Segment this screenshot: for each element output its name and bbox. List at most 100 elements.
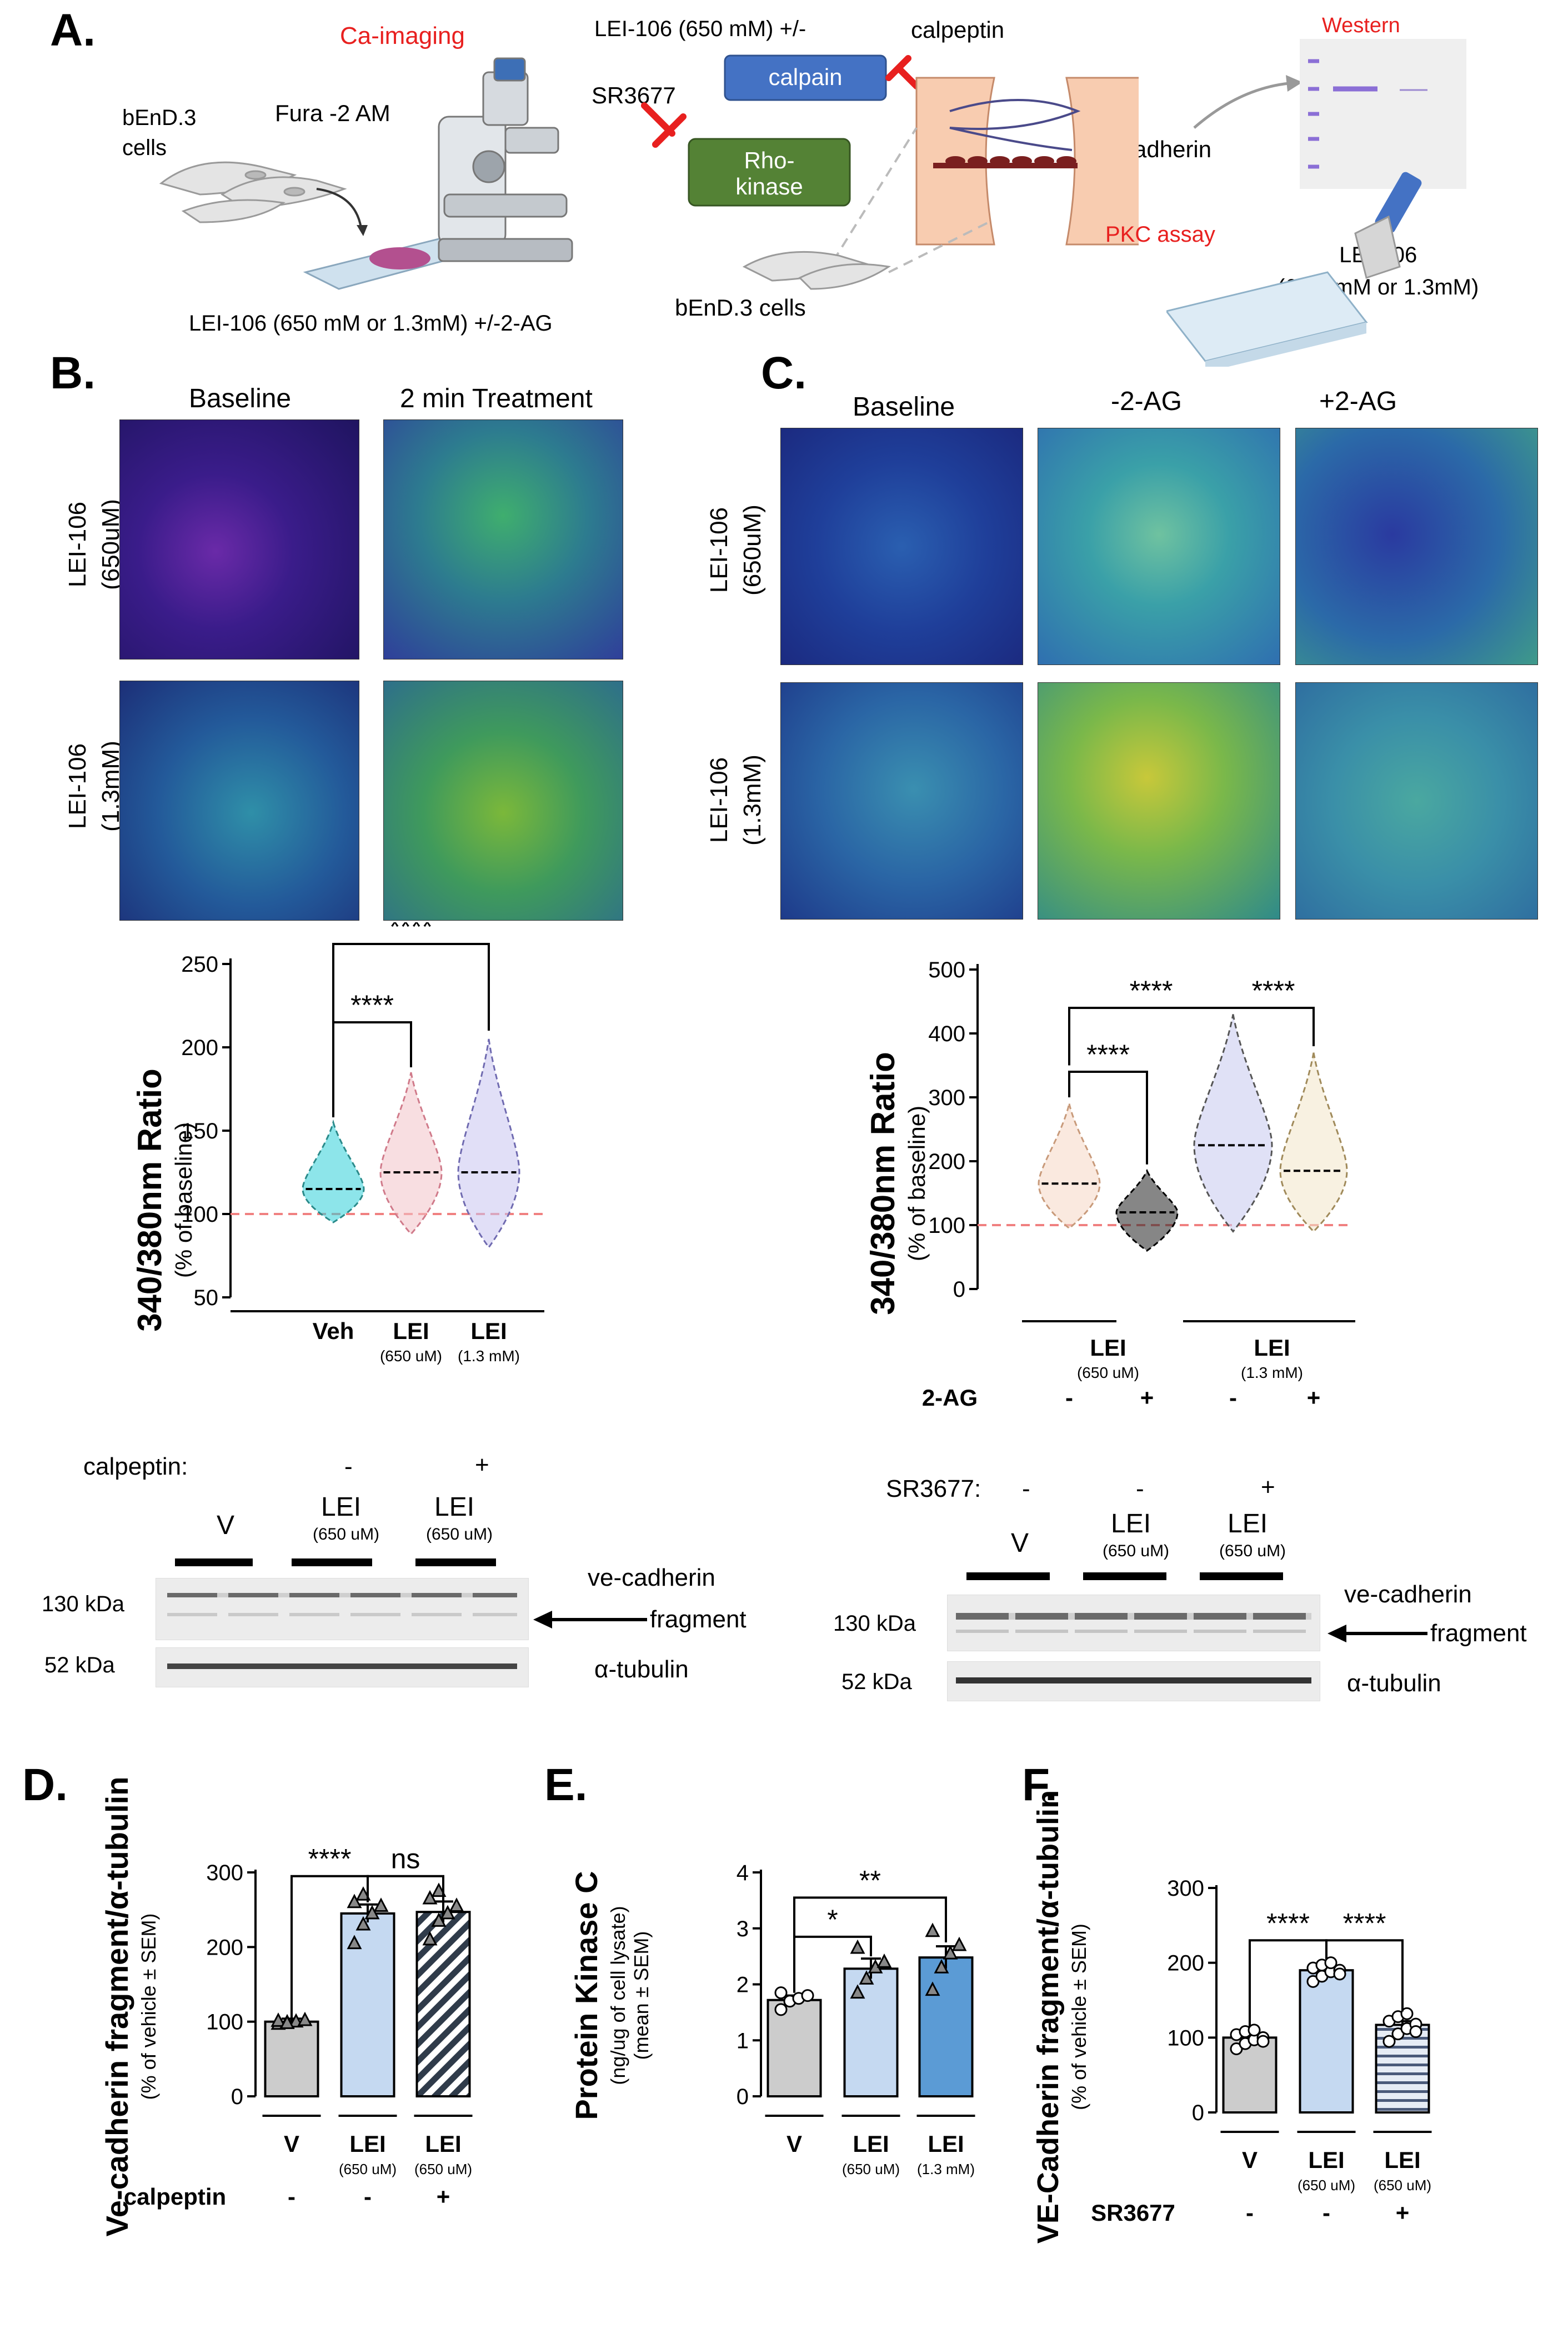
- y-tick-label: 200: [181, 1036, 218, 1060]
- violin-shape: [1038, 1103, 1101, 1230]
- wr-lane-lei-1: LEI: [1111, 1509, 1151, 1538]
- micrograph-c-minus-650: [1038, 428, 1280, 665]
- ag-sign: +: [1140, 1385, 1154, 1411]
- y-tick-label: 100: [206, 2010, 243, 2035]
- data-point: [876, 1953, 892, 1968]
- violin-c-ysub: (% of baseline): [904, 1106, 930, 1261]
- significance-label: ****: [1343, 1907, 1386, 1939]
- y-axis-sublabel-2: (mean ± SEM): [630, 1931, 653, 2060]
- panel-b-row2-label: LEI-106 (1.3mM): [64, 741, 124, 832]
- calpeptin-label: calpeptin: [911, 17, 1005, 43]
- wl-lane-lei-2-sub: (650 uM): [426, 1525, 493, 1543]
- western-blot-icon: [1300, 39, 1466, 189]
- micrograph-c-plus-13: [1295, 682, 1538, 920]
- bar: [843, 1967, 899, 2098]
- significance-bracket: [793, 1896, 947, 1993]
- cell-junction-icon: [915, 77, 1139, 246]
- wl-blot-tubulin: [156, 1647, 529, 1687]
- inhibitor-icon-calpeptin: [885, 55, 920, 89]
- data-point: [355, 1916, 371, 1931]
- data-point: [925, 1981, 940, 1996]
- data-point: [364, 1905, 380, 1920]
- panel-b-col-treatment: 2 min Treatment: [400, 384, 593, 413]
- rho-kinase-box: [688, 138, 851, 207]
- treatment-label: calpeptin: [124, 2184, 226, 2210]
- panel-letter: D.: [22, 1761, 68, 1810]
- data-point: [774, 1986, 788, 2000]
- panel-letter: F.: [1022, 1761, 1058, 1810]
- micrograph-c-baseline-650: [780, 428, 1023, 665]
- y-tick-label: 50: [194, 1286, 219, 1310]
- y-axis-sublabel: (ng/ug of cell lysate): [607, 1906, 629, 2085]
- wr-lane-bar-2: [1083, 1572, 1166, 1580]
- data-point: [347, 1935, 362, 1950]
- y-tick-label: 250: [181, 952, 218, 977]
- y-axis-label: Protein Kinase C: [569, 1871, 604, 2120]
- inhibitor-icon-sr3677: [641, 102, 687, 148]
- wl-lane-bar-1: [175, 1558, 253, 1566]
- panel-c-row1-label: LEI-106 (650uM): [705, 504, 766, 596]
- bar: [415, 1911, 471, 2097]
- y-tick-label: 150: [181, 1119, 218, 1143]
- violin-shape: [457, 1038, 520, 1249]
- panel-b-col-baseline: Baseline: [189, 384, 292, 413]
- treatment-label: SR3677: [1091, 2200, 1175, 2226]
- x-category-label: LEI: [425, 2131, 461, 2157]
- panel-c-col-plus: +2-AG: [1319, 387, 1397, 416]
- cells-icon: [159, 161, 347, 223]
- y-tick-label: 500: [928, 958, 965, 982]
- data-point: [449, 1897, 464, 1912]
- violin-shape: [1279, 1052, 1348, 1233]
- bar: [767, 1999, 822, 2097]
- micrograph-c-baseline-13: [780, 682, 1023, 920]
- wl-lane-bar-3: [415, 1558, 496, 1566]
- wr-fragment-arrow-icon: [1327, 1625, 1427, 1642]
- y-tick-label: 400: [928, 1022, 965, 1046]
- data-point: [1333, 1967, 1346, 1981]
- x-category-label: V: [284, 2131, 299, 2157]
- ca-imaging-illustration: [159, 57, 573, 290]
- microscope-icon: [438, 57, 573, 262]
- data-point: [774, 2003, 788, 2016]
- y-tick-label: 300: [206, 1861, 243, 1885]
- significance-label: ****: [308, 1844, 352, 1875]
- lei-calpain-label: LEI-106 (650 mM) +/-: [594, 17, 806, 41]
- significance-bracket: [332, 1021, 412, 1117]
- panel-c-col-baseline: Baseline: [853, 392, 955, 422]
- wr-lane-v: V: [1011, 1528, 1029, 1558]
- data-point: [270, 2012, 286, 2027]
- treatment-sign: +: [437, 2184, 450, 2210]
- y-tick-label: 4: [737, 1861, 749, 1885]
- micrograph-b-treat-650: [383, 419, 623, 660]
- treatment-sign: -: [1322, 2200, 1330, 2226]
- wl-kda-52: 52 kDa: [44, 1653, 115, 1677]
- ag-sign: -: [1065, 1385, 1073, 1411]
- ca-imaging-label: Ca-imaging: [340, 22, 465, 49]
- significance-label: ****: [389, 922, 433, 942]
- y-tick-label: 0: [737, 2085, 749, 2109]
- data-point: [1400, 2007, 1414, 2020]
- wr-lane-lei-2: LEI: [1228, 1509, 1268, 1538]
- bar-chart-d: D. 0 100 200 300 Ve-cadherin fragment/α-tubul…: [22, 1761, 473, 2236]
- micrograph-b-baseline-13: [119, 681, 359, 921]
- significance-bracket: [367, 1875, 444, 1902]
- y-tick-label: 100: [928, 1213, 965, 1238]
- wl-band-vecad: ve-cadherin: [588, 1564, 715, 1591]
- x-category-label: LEI: [928, 2131, 964, 2157]
- violin-b-ylabel: 340/380nm Ratio: [131, 1068, 168, 1332]
- treatment-sign: -: [288, 2184, 295, 2210]
- x-category-sublabel: (650 uM): [339, 2161, 397, 2177]
- bar: [264, 2020, 319, 2097]
- panel-a-letter: A.: [50, 5, 96, 56]
- data-point: [440, 1905, 455, 1920]
- bend3-cells-label: bEnD.3 cells: [122, 106, 197, 160]
- treatment-sign: -: [364, 2184, 372, 2210]
- x-category-label: Veh: [313, 1318, 354, 1344]
- y-tick-label: 2: [737, 1973, 749, 1997]
- data-point: [355, 1886, 371, 1901]
- wr-lane-lei-1-sub: (650 uM): [1103, 1542, 1170, 1560]
- data-point: [431, 1882, 447, 1897]
- panel-letter: E.: [544, 1761, 587, 1810]
- significance-bracket: [332, 943, 490, 1094]
- data-point: [1256, 2035, 1270, 2048]
